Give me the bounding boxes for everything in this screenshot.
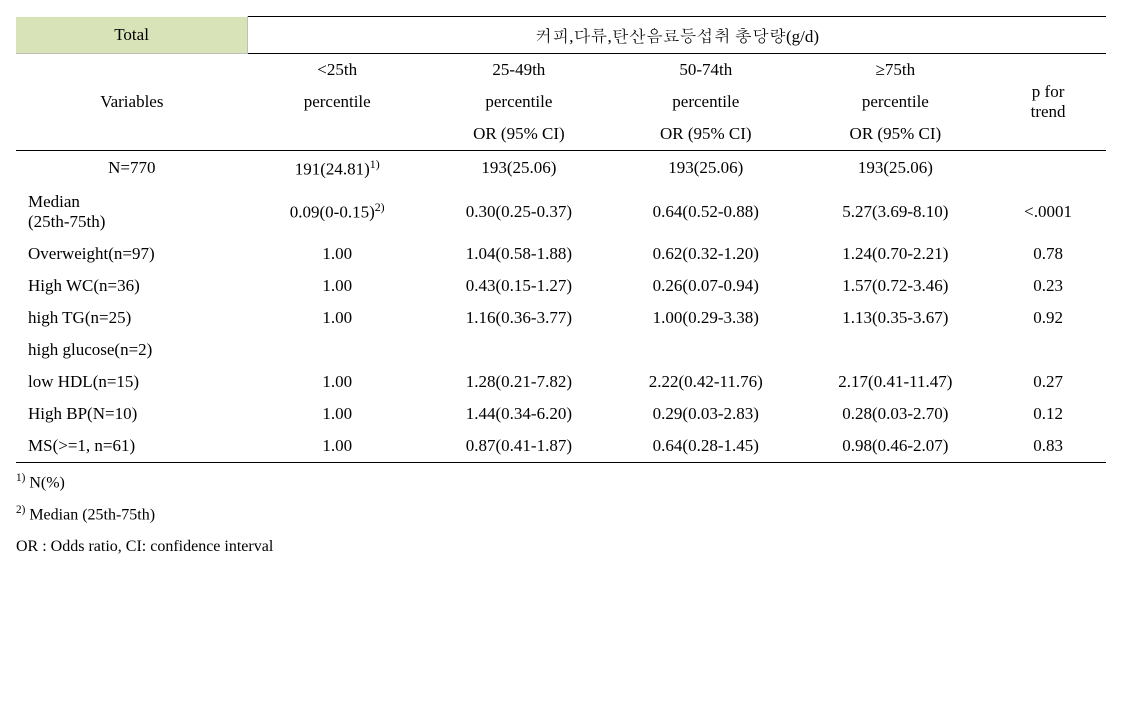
cell-c4: 0.98(0.46-2.07) <box>801 430 991 463</box>
cell-c4 <box>801 334 991 366</box>
row-label: Overweight(n=97) <box>16 238 248 270</box>
col-header-top-3: ≥75th <box>801 54 991 87</box>
p-trend-header: p fortrend <box>990 54 1106 151</box>
cell-c2: 1.16(0.36-3.77) <box>427 302 611 334</box>
cell-c4: 1.13(0.35-3.67) <box>801 302 991 334</box>
cell-p: <.0001 <box>990 186 1106 238</box>
cell-c4: 1.24(0.70-2.21) <box>801 238 991 270</box>
col-header-bot-1: OR (95% CI) <box>427 118 611 151</box>
cell-c1: 1.00 <box>248 238 427 270</box>
cell-p: 0.27 <box>990 366 1106 398</box>
col-header-bot-3: OR (95% CI) <box>801 118 991 151</box>
cell-c3: 2.22(0.42-11.76) <box>611 366 801 398</box>
cell-c1: 1.00 <box>248 302 427 334</box>
col-header-bot-2: OR (95% CI) <box>611 118 801 151</box>
row-label: low HDL(n=15) <box>16 366 248 398</box>
cell-c1: 191(24.81)1) <box>248 151 427 186</box>
row-label: High WC(n=36) <box>16 270 248 302</box>
variables-header: Variables <box>16 54 248 151</box>
cell-c1: 0.09(0-0.15)2) <box>248 186 427 238</box>
col-header-mid-3: percentile <box>801 86 991 118</box>
col-header-bot-0 <box>248 118 427 151</box>
cell-c3: 0.64(0.28-1.45) <box>611 430 801 463</box>
cell-c2: 0.30(0.25-0.37) <box>427 186 611 238</box>
footnotes: 1) N(%)2) Median (25th-75th)OR : Odds ra… <box>16 467 1107 564</box>
cell-p: 0.92 <box>990 302 1106 334</box>
cell-c1 <box>248 334 427 366</box>
footnote: OR : Odds ratio, CI: confidence interval <box>16 531 1107 563</box>
cell-c1: 1.00 <box>248 430 427 463</box>
cell-c3 <box>611 334 801 366</box>
row-label: N=770 <box>16 151 248 186</box>
row-label: High BP(N=10) <box>16 398 248 430</box>
cell-c3: 0.26(0.07-0.94) <box>611 270 801 302</box>
footnote: 2) Median (25th-75th) <box>16 499 1107 531</box>
cell-c4: 193(25.06) <box>801 151 991 186</box>
cell-c4: 2.17(0.41-11.47) <box>801 366 991 398</box>
footnote: 1) N(%) <box>16 467 1107 499</box>
cell-c3: 0.64(0.52-0.88) <box>611 186 801 238</box>
cell-c3: 1.00(0.29-3.38) <box>611 302 801 334</box>
col-header-top-2: 50-74th <box>611 54 801 87</box>
cell-p: 0.12 <box>990 398 1106 430</box>
cell-c2: 193(25.06) <box>427 151 611 186</box>
col-header-mid-1: percentile <box>427 86 611 118</box>
cell-p: 0.83 <box>990 430 1106 463</box>
col-header-top-1: 25-49th <box>427 54 611 87</box>
row-label: Median(25th-75th) <box>16 186 248 238</box>
cell-p <box>990 151 1106 186</box>
cell-c2: 0.87(0.41-1.87) <box>427 430 611 463</box>
cell-c3: 0.62(0.32-1.20) <box>611 238 801 270</box>
group-title: 커피,다류,탄산음료등섭취 총당량(g/d) <box>248 17 1106 54</box>
cell-c3: 0.29(0.03-2.83) <box>611 398 801 430</box>
cell-c2: 1.28(0.21-7.82) <box>427 366 611 398</box>
col-header-mid-0: percentile <box>248 86 427 118</box>
cell-c1: 1.00 <box>248 398 427 430</box>
cell-c2: 0.43(0.15-1.27) <box>427 270 611 302</box>
row-label: MS(>=1, n=61) <box>16 430 248 463</box>
stats-table: Total커피,다류,탄산음료등섭취 총당량(g/d)Variables<25t… <box>16 16 1106 463</box>
row-label: high glucose(n=2) <box>16 334 248 366</box>
cell-c2: 1.04(0.58-1.88) <box>427 238 611 270</box>
cell-c1: 1.00 <box>248 270 427 302</box>
cell-c4: 5.27(3.69-8.10) <box>801 186 991 238</box>
cell-p <box>990 334 1106 366</box>
cell-c2: 1.44(0.34-6.20) <box>427 398 611 430</box>
cell-p: 0.78 <box>990 238 1106 270</box>
cell-p: 0.23 <box>990 270 1106 302</box>
row-label: high TG(n=25) <box>16 302 248 334</box>
cell-c2 <box>427 334 611 366</box>
cell-c1: 1.00 <box>248 366 427 398</box>
total-header: Total <box>16 17 248 54</box>
col-header-mid-2: percentile <box>611 86 801 118</box>
col-header-top-0: <25th <box>248 54 427 87</box>
cell-c3: 193(25.06) <box>611 151 801 186</box>
cell-c4: 1.57(0.72-3.46) <box>801 270 991 302</box>
cell-c4: 0.28(0.03-2.70) <box>801 398 991 430</box>
